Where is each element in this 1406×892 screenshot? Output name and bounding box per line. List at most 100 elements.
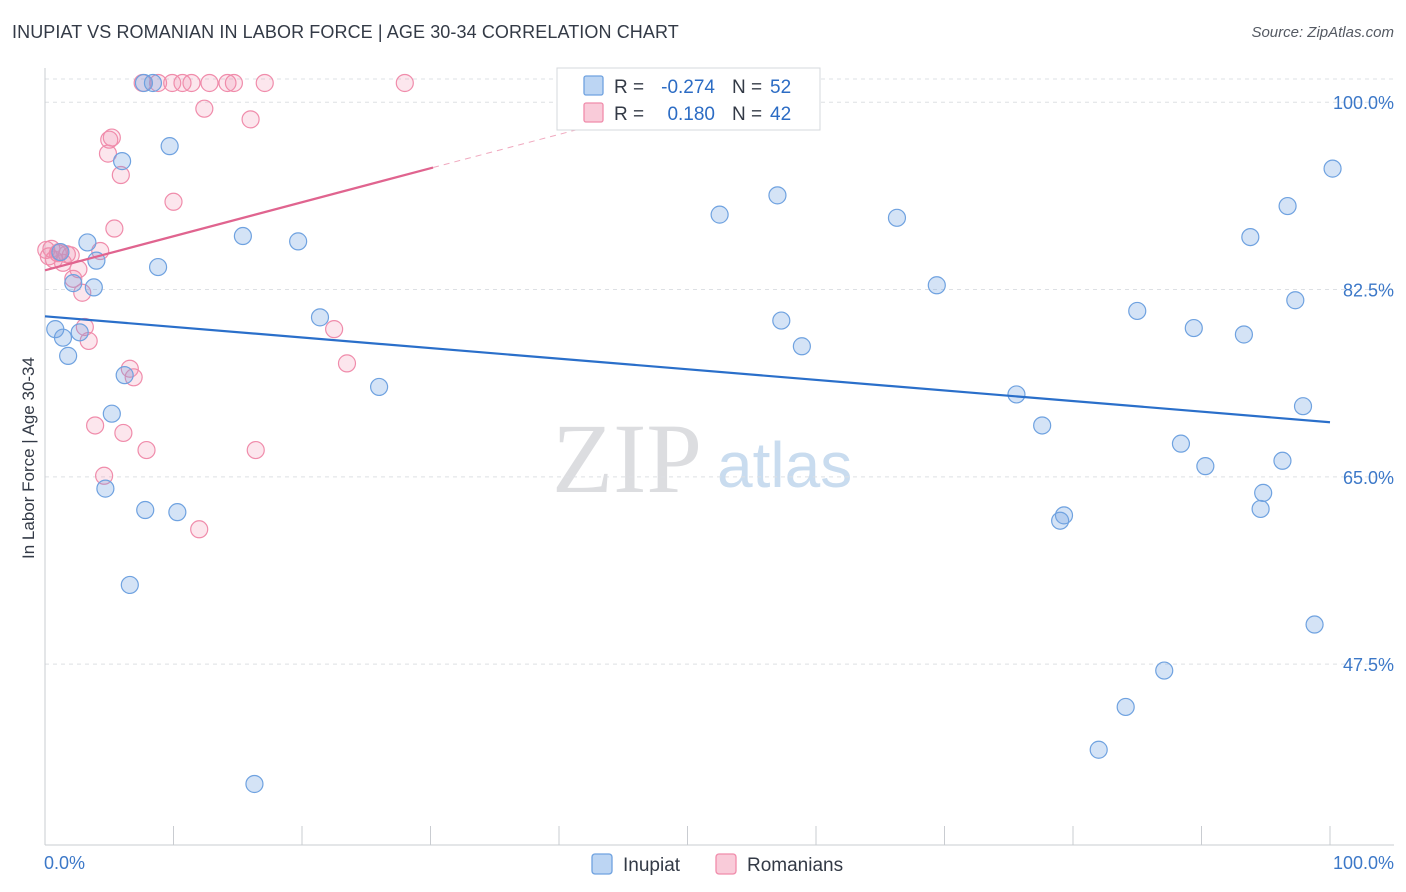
inupiat-point bbox=[1278, 196, 1297, 216]
inupiat-point bbox=[887, 208, 907, 227]
romanians-point bbox=[325, 320, 344, 339]
inupiat-point bbox=[1323, 159, 1342, 178]
romanians-point bbox=[337, 354, 357, 373]
inupiat-r-value: -0.274 bbox=[661, 77, 715, 98]
x-tick-label-right: 100.0% bbox=[1333, 853, 1394, 873]
watermark: ZIP atlas bbox=[552, 403, 852, 514]
x-tick-label-left: 0.0% bbox=[44, 853, 85, 873]
inupiat-point bbox=[160, 137, 179, 156]
romanians-n-label: N = bbox=[732, 104, 762, 125]
y-tick-label: 82.5% bbox=[1343, 281, 1394, 301]
inupiat-point bbox=[1286, 291, 1305, 310]
trend-lines bbox=[44, 109, 1331, 424]
romanians-point bbox=[111, 165, 130, 185]
romanians-trend-line bbox=[44, 166, 434, 272]
inupiat-point bbox=[1033, 416, 1052, 435]
stats-legend: R = -0.274 N = 52 R = 0.180 N = 42 bbox=[556, 67, 821, 131]
inupiat-point bbox=[1251, 499, 1270, 519]
chart-title: INUPIAT VS ROMANIAN IN LABOR FORCE | AGE… bbox=[12, 22, 679, 42]
inupiat-point bbox=[1007, 385, 1026, 404]
romanians-point bbox=[114, 423, 133, 443]
inupiat-point bbox=[1273, 451, 1292, 470]
legend-romanians-swatch bbox=[715, 853, 737, 875]
inupiat-point bbox=[710, 205, 729, 224]
source-credit: Source: ZipAtlas.com bbox=[1251, 24, 1394, 41]
y-tick-label: 47.5% bbox=[1343, 655, 1394, 675]
inupiat-point bbox=[120, 575, 139, 595]
inupiat-point bbox=[1241, 227, 1260, 247]
inupiat-point bbox=[310, 308, 330, 327]
inupiat-point bbox=[1293, 397, 1313, 416]
inupiat-n-label: N = bbox=[732, 77, 762, 98]
bottom-legend: Inupiat Romanians bbox=[591, 853, 843, 876]
inupiat-point bbox=[245, 774, 264, 794]
inupiat-point bbox=[927, 276, 946, 295]
inupiat-point bbox=[1254, 483, 1273, 502]
inupiat-point bbox=[96, 479, 115, 498]
y-tick-labels: 100.0% 82.5% 65.0% 47.5% bbox=[1333, 93, 1394, 675]
inupiat-point bbox=[84, 278, 103, 297]
y-tick-label: 100.0% bbox=[1333, 93, 1394, 113]
inupiat-point bbox=[112, 152, 132, 171]
legend-inupiat-swatch bbox=[591, 853, 613, 875]
inupiat-point bbox=[1305, 615, 1324, 634]
inupiat-point bbox=[370, 377, 389, 397]
romanians-point bbox=[100, 130, 119, 149]
legend-romanians-label: Romanians bbox=[747, 855, 843, 876]
inupiat-point bbox=[168, 503, 187, 522]
romanians-point bbox=[163, 73, 182, 93]
inupiat-point bbox=[289, 232, 308, 251]
inupiat-point bbox=[51, 242, 70, 262]
romanians-point bbox=[200, 73, 219, 93]
romanians-point bbox=[395, 73, 414, 93]
inupiat-points bbox=[46, 73, 1342, 794]
inupiat-point bbox=[233, 226, 252, 246]
inupiat-r-label: R = bbox=[614, 77, 644, 98]
romanians-r-value: 0.180 bbox=[667, 104, 715, 125]
inupiat-point bbox=[102, 404, 121, 423]
romanians-point bbox=[255, 73, 274, 93]
inupiat-point bbox=[792, 337, 811, 356]
watermark-zip: ZIP bbox=[552, 403, 702, 514]
romanians-point bbox=[86, 416, 105, 435]
inupiat-point bbox=[1171, 434, 1191, 453]
romanians-point bbox=[182, 73, 201, 93]
y-axis-title: In Labor Force | Age 30-34 bbox=[19, 357, 38, 559]
romanians-points bbox=[37, 73, 414, 539]
inupiat-swatch bbox=[583, 75, 604, 96]
inupiat-point bbox=[772, 311, 791, 330]
inupiat-point bbox=[148, 257, 168, 277]
inupiat-point bbox=[1128, 301, 1147, 321]
inupiat-trend-line bbox=[44, 315, 1331, 424]
romanians-point bbox=[105, 219, 124, 238]
inupiat-point bbox=[70, 323, 89, 342]
romanians-swatch bbox=[583, 102, 604, 123]
inupiat-point bbox=[1234, 325, 1254, 344]
romanians-point bbox=[164, 192, 183, 211]
axes bbox=[44, 68, 1394, 846]
romanians-point bbox=[190, 520, 209, 539]
inupiat-point bbox=[136, 500, 155, 520]
inupiat-point bbox=[768, 186, 787, 205]
romanians-point bbox=[246, 440, 265, 460]
watermark-atlas: atlas bbox=[717, 429, 852, 501]
inupiat-point bbox=[53, 328, 73, 347]
romanians-point bbox=[241, 110, 260, 129]
romanians-point bbox=[148, 73, 168, 93]
inupiat-point bbox=[1155, 661, 1174, 680]
inupiat-point bbox=[64, 274, 83, 293]
romanians-point bbox=[102, 128, 121, 147]
romanians-point bbox=[64, 269, 83, 288]
romanians-point bbox=[195, 99, 214, 118]
inupiat-point bbox=[115, 366, 134, 385]
romanians-point bbox=[218, 73, 237, 93]
romanians-r-label: R = bbox=[614, 104, 644, 125]
inupiat-point bbox=[1116, 697, 1135, 717]
inupiat-point bbox=[1184, 318, 1203, 338]
inupiat-point bbox=[1089, 740, 1108, 759]
y-tick-label: 65.0% bbox=[1343, 468, 1394, 488]
inupiat-point bbox=[59, 346, 78, 365]
inupiat-point bbox=[1054, 506, 1074, 525]
legend-inupiat-label: Inupiat bbox=[623, 855, 681, 876]
